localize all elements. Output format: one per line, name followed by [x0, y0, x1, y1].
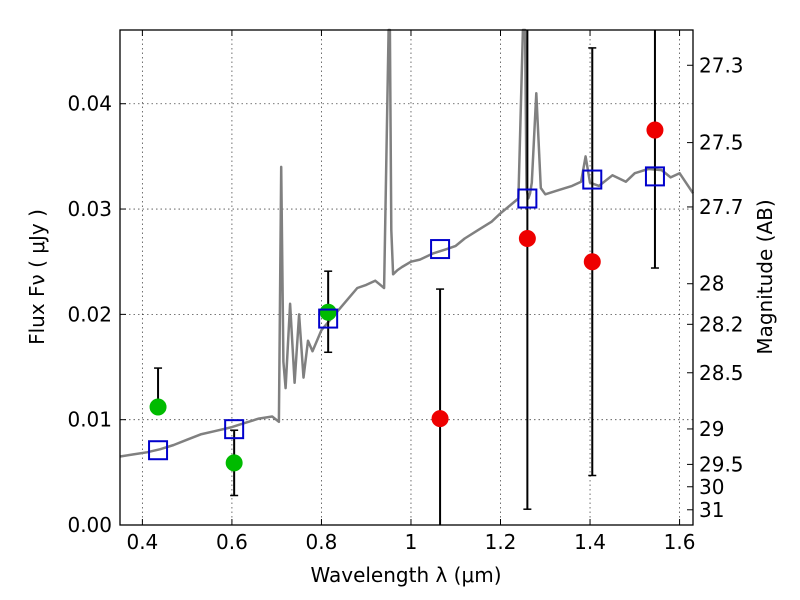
y-tick-label: 0.02 [67, 302, 112, 326]
mag-tick-label: 27.3 [699, 53, 744, 77]
x-tick-label: 1.6 [664, 530, 696, 554]
mag-tick-label: 28.5 [699, 361, 744, 385]
y-tick-label: 0.03 [67, 197, 112, 221]
non-detection-point [431, 410, 449, 428]
mag-tick-label: 27.5 [699, 131, 744, 155]
x-tick-label: 1.2 [485, 530, 517, 554]
mag-tick-label: 31 [699, 498, 724, 522]
non-detection-point [583, 253, 601, 271]
detection-point [319, 303, 337, 321]
x-axis-label: Wavelength λ (μm) [310, 563, 501, 587]
detection-point [149, 398, 167, 416]
y-tick-label: 0.01 [67, 408, 112, 432]
model-sed [119, 28, 695, 458]
model-sed-line [119, 28, 695, 458]
model-band-square [644, 166, 665, 187]
y-tick-label: 0.00 [67, 513, 112, 537]
x-tick-label: 0.6 [216, 530, 248, 554]
mag-tick-label: 27.7 [699, 195, 744, 219]
y-tick-label: 0.04 [67, 92, 112, 116]
model-band-square [517, 188, 538, 209]
x-tick-label: 1 [405, 530, 418, 554]
axis-ticks: 0.4 0.6 0.8 1 1.2 1.4 1.6 0.00 0.01 0.02 0.03 0.04 2… [67, 30, 744, 554]
model-band-square [148, 440, 169, 461]
detection-point [225, 454, 243, 472]
plot-background [120, 30, 693, 525]
data-points [148, 121, 665, 472]
non-detection-point [518, 230, 536, 248]
model-band-square [430, 239, 451, 260]
x-tick-label: 0.4 [126, 530, 158, 554]
plot-frame [119, 29, 694, 526]
mag-tick-label: 28 [699, 272, 724, 296]
model-band-square [224, 419, 245, 440]
x-tick-label: 1.4 [574, 530, 606, 554]
mag-tick-label: 28.2 [699, 312, 744, 336]
mag-tick-label: 30 [699, 475, 724, 499]
mag-tick-label: 29 [699, 417, 724, 441]
y-axis-label: Flux Fν ( μJy ) [25, 209, 49, 345]
mag-tick-label: 29.5 [699, 452, 744, 476]
x-tick-label: 0.8 [306, 530, 338, 554]
right-axis-label: Magnitude (AB) [753, 199, 777, 354]
non-detection-point [646, 121, 664, 139]
model-band-square [582, 169, 603, 190]
model-band-square [318, 308, 339, 329]
